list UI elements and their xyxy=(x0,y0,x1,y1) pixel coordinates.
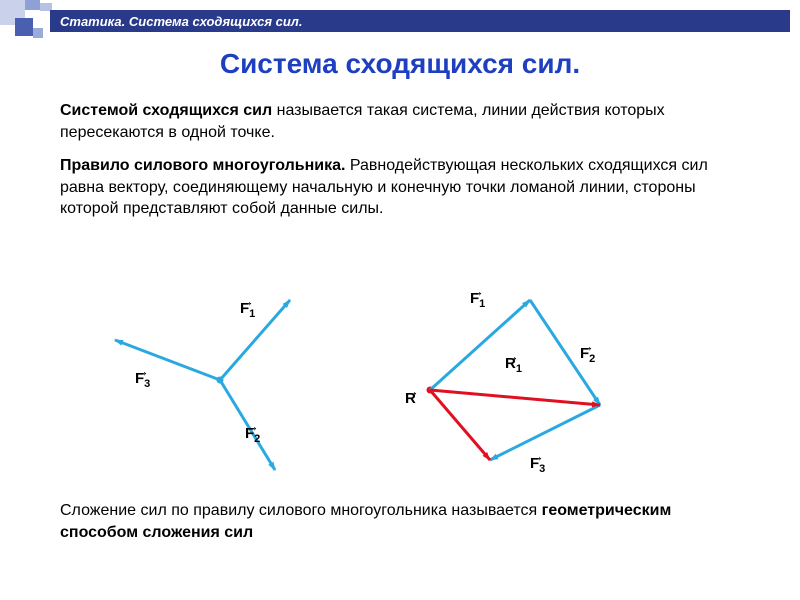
rule-term: Правило силового многоугольника. xyxy=(60,157,345,174)
page-title: Система сходящихся сил. xyxy=(0,48,800,80)
vector-label-F2: →F2 xyxy=(580,345,595,365)
vector-label-R1: →R1 xyxy=(505,355,522,375)
vector-label-F3: →F3 xyxy=(135,370,150,390)
breadcrumb-text: Статика. Система сходящихся сил. xyxy=(60,14,302,29)
vector-label-F1: →F1 xyxy=(240,300,255,320)
force-diagram: →F1 →F2 →F3 →F1 →F2 →F3 →R1 →R xyxy=(60,260,740,480)
footer-paragraph: Сложение сил по правилу силового многоуг… xyxy=(60,500,740,543)
vector-label-F2: →F2 xyxy=(245,425,260,445)
definition-paragraph: Системой сходящихся сил называется такая… xyxy=(60,100,740,143)
definition-term: Системой сходящихся сил xyxy=(60,102,272,119)
vector-label-F1: →F1 xyxy=(470,290,485,310)
vector-label-R: →R xyxy=(405,390,416,407)
footer-text: Сложение сил по правилу силового многоуг… xyxy=(60,502,542,519)
vector-label-F3: →F3 xyxy=(530,455,545,475)
breadcrumb-bar: Статика. Система сходящихся сил. xyxy=(50,10,790,32)
rule-paragraph: Правило силового многоугольника. Равноде… xyxy=(60,155,740,220)
